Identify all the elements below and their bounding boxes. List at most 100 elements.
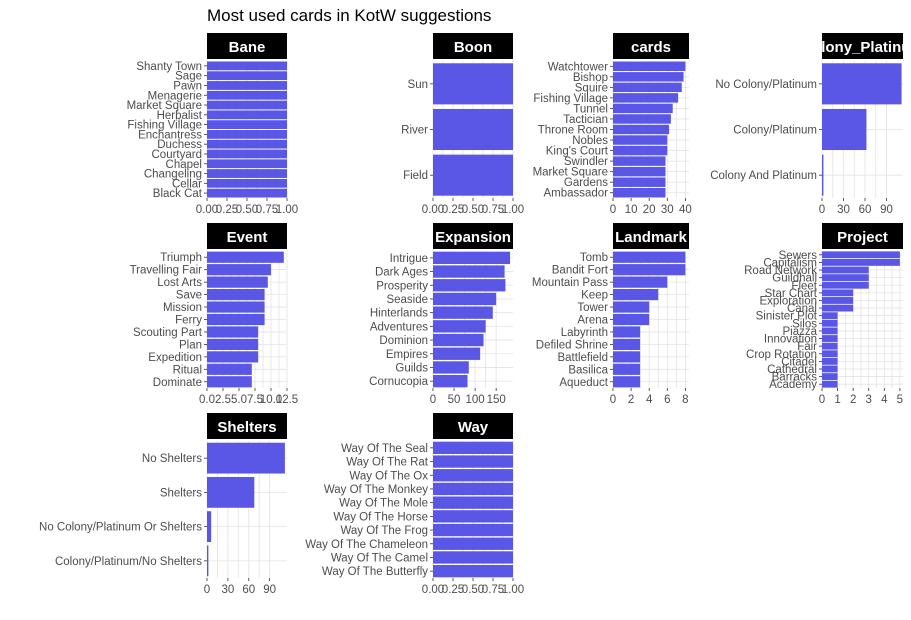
x-tick-label: 0.00 — [422, 584, 444, 596]
facet-strip-label: cards — [631, 39, 671, 56]
bar-lost-arts — [207, 276, 268, 288]
y-tick-label: Fair — [797, 341, 817, 353]
y-tick-label: Watchtower — [548, 61, 608, 73]
facet-strip-label: Event — [227, 229, 268, 246]
y-tick-label: Mountain Pass — [532, 277, 608, 289]
bar-crop-rotation — [822, 350, 838, 358]
bar-way-of-the-seal — [433, 441, 513, 455]
y-tick-label: Lost Arts — [157, 277, 202, 289]
facet-panel-shelters: Shelters No Shelters Shelters No Colony/Pla… — [39, 413, 287, 596]
bar-academy — [822, 380, 838, 388]
y-tick-label: Barracks — [772, 372, 818, 384]
bar-way-of-the-rat — [433, 455, 513, 468]
x-tick-label: 90 — [263, 584, 276, 596]
x-tick-label: 0.50 — [462, 584, 484, 596]
x-tick-label: 3 — [866, 394, 872, 406]
y-tick-label: Way Of The Mole — [339, 498, 428, 510]
y-tick-label: Pawn — [173, 80, 202, 92]
bar-dominate — [207, 376, 252, 388]
bar-aqueduct — [613, 376, 641, 388]
y-tick-label: Ferry — [175, 315, 202, 327]
bar-way-of-the-chameleon — [433, 537, 513, 550]
x-tick-label: 0.00 — [196, 204, 218, 216]
y-tick-label: Way Of The Frog — [340, 525, 428, 537]
x-tick-label: 20 — [643, 204, 656, 216]
y-tick-label: Crop Rotation — [746, 349, 817, 361]
x-tick-label: 150 — [487, 394, 506, 406]
y-tick-label: Nobles — [572, 135, 608, 147]
y-tick-label: Squire — [575, 82, 608, 94]
y-tick-label: Shelters — [160, 487, 202, 499]
x-tick-label: 7.5 — [247, 394, 263, 406]
x-tick-label: 0 — [430, 394, 436, 406]
y-tick-label: No Colony/Platinum Or Shelters — [39, 522, 202, 534]
y-tick-label: Guildhall — [772, 273, 817, 285]
y-tick-label: Sun — [408, 79, 428, 91]
facet-strip — [207, 33, 287, 59]
bar-dominion — [433, 333, 484, 347]
y-tick-label: Fishing Village — [533, 93, 608, 105]
y-tick-label: Black Cat — [153, 188, 203, 200]
x-tick-label: 50 — [448, 394, 461, 406]
bar-way-of-the-mole — [433, 496, 513, 509]
y-tick-label: Field — [403, 170, 428, 182]
x-tick-label: 30 — [661, 204, 674, 216]
bar-enchantress — [207, 129, 287, 139]
y-tick-label: Tower — [577, 302, 608, 314]
bar-way-of-the-ox — [433, 469, 513, 482]
bar-no-colony-platinum-or-shelters — [207, 511, 212, 543]
bar-basilica — [613, 363, 641, 375]
bar-fishing-village — [207, 120, 287, 130]
bar-guilds — [433, 361, 469, 374]
y-tick-label: Travelling Fair — [130, 265, 203, 277]
bar-changeling — [207, 169, 287, 178]
x-tick-label: 1.00 — [502, 584, 524, 596]
bar-way-of-the-butterfly — [433, 564, 513, 578]
x-tick-label: 100 — [466, 394, 485, 406]
bar-courtyard — [207, 149, 287, 159]
y-tick-label: Triumph — [160, 252, 202, 264]
x-tick-label: 30 — [221, 584, 234, 596]
y-tick-label: Plan — [179, 339, 202, 351]
x-tick-label: 60 — [859, 204, 872, 216]
bar-way-of-the-monkey — [433, 482, 513, 496]
x-tick-label: 0.25 — [442, 584, 464, 596]
y-tick-label: Menagerie — [148, 90, 202, 102]
bar-bandit-fort — [613, 264, 686, 276]
bar-expedition — [207, 351, 259, 363]
bar-cornucopia — [433, 374, 468, 388]
y-tick-label: Way Of The Ox — [349, 470, 428, 482]
bar-arena — [613, 313, 650, 326]
bar-barracks — [822, 373, 838, 381]
facet-strip — [433, 413, 513, 439]
x-tick-label: 60 — [242, 584, 255, 596]
bar-colony-platinum — [822, 108, 867, 151]
y-tick-label: Battlefield — [557, 352, 608, 364]
x-tick-label: 0.0 — [199, 394, 215, 406]
bar-travelling-fair — [207, 264, 271, 276]
x-tick-label: 4 — [646, 394, 653, 406]
y-tick-label: Ritual — [173, 364, 202, 376]
bar-capitalism — [822, 258, 900, 266]
facet-panel-boon: Boon Sun River Field 0.000.250.500.751.00 — [401, 33, 524, 216]
bar-nobles — [613, 135, 668, 145]
facet-strip — [207, 413, 287, 439]
x-tick-label: 0.00 — [422, 204, 444, 216]
y-tick-label: Basilica — [568, 364, 608, 376]
x-tick-label: 6 — [664, 394, 670, 406]
x-tick-label: 5 — [897, 394, 903, 406]
bar-prosperity — [433, 279, 506, 292]
y-tick-label: No Colony/Platinum — [715, 79, 817, 91]
y-tick-label: Way Of The Camel — [331, 552, 428, 564]
bar-dark-ages — [433, 265, 505, 278]
facet-strip — [822, 33, 903, 59]
bar-empires — [433, 347, 481, 360]
bar-squire — [613, 82, 682, 93]
x-tick-label: 0.75 — [482, 204, 504, 216]
x-tick-label: 0 — [610, 204, 616, 216]
y-tick-label: Bishop — [573, 72, 608, 84]
bar-citadel — [822, 357, 838, 365]
y-tick-label: Way Of The Horse — [333, 511, 428, 523]
